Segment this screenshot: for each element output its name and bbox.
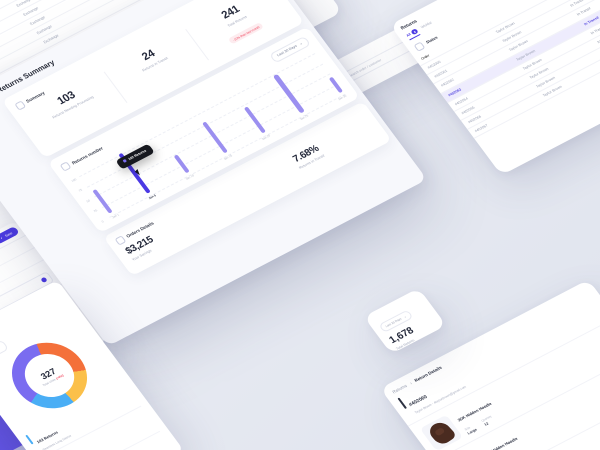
tab-all-badge: 8 <box>410 28 419 36</box>
chevron-down-icon: ⌄ <box>298 41 304 46</box>
chart-bar[interactable] <box>328 76 343 94</box>
check-icon: ✓ <box>0 235 4 241</box>
product-name: 3DK Hidden Hoodie <box>482 436 519 450</box>
total-returns-card: Last 30 Days ⌄ 1,678 Total Returns <box>363 287 447 355</box>
x-tick: Jan 25 <box>298 113 310 121</box>
x-tick: Jan 20 <box>260 133 271 141</box>
search-placeholder: Search order / customer <box>347 58 383 79</box>
chart-bar[interactable] <box>173 154 190 174</box>
status-badge: -10% than last month <box>228 22 265 45</box>
y-tick: 50 <box>85 198 91 204</box>
x-tick: Jan 10 <box>184 173 195 181</box>
x-tick: Jan 30 <box>336 93 348 101</box>
chevron-down-icon: ⌄ <box>402 314 408 319</box>
chart-bar[interactable] <box>243 105 267 134</box>
breadcrumb-separator: › <box>408 380 413 386</box>
orders-kpi-label: Your Savings <box>131 248 153 262</box>
chart-bar[interactable] <box>201 121 228 154</box>
chart-icon <box>59 161 72 172</box>
y-tick: 75 <box>77 188 84 193</box>
x-tick: Jan 15 <box>222 153 233 161</box>
chevron-down-icon: ⌄ <box>0 346 1 351</box>
x-tick: Jan 1 <box>110 212 120 220</box>
y-tick: 100 <box>70 177 78 183</box>
y-tick: 25 <box>92 208 99 214</box>
filter-icon <box>413 41 426 52</box>
y-tick: 0 <box>100 219 105 224</box>
chart-bar[interactable] <box>273 74 305 114</box>
color-swatch[interactable] <box>40 277 48 284</box>
returns-table-panel: Returns All8 Wishlist Status Order #4020… <box>389 0 600 176</box>
x-tick: Jan 5 <box>147 193 157 200</box>
